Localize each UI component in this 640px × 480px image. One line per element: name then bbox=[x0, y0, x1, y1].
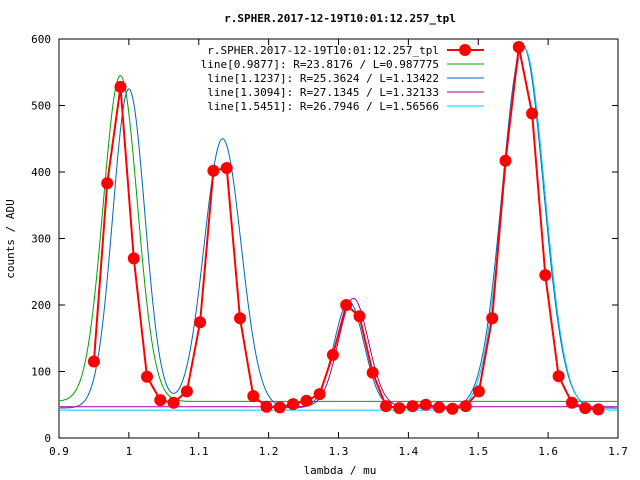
data-point bbox=[247, 390, 260, 403]
legend-entry-3: line[1.3094]: R=27.1345 / L=1.32133 bbox=[207, 86, 484, 99]
data-point bbox=[167, 396, 180, 409]
data-point bbox=[154, 394, 167, 407]
data-point bbox=[87, 355, 100, 368]
data-point bbox=[300, 394, 313, 407]
data-point bbox=[220, 162, 233, 174]
x-tick-label: 1 bbox=[126, 445, 133, 458]
data-point bbox=[406, 400, 419, 413]
legend-entry-1: line[0.9877]: R=23.8176 / L=0.987775 bbox=[201, 58, 484, 71]
data-point bbox=[326, 348, 339, 361]
data-point bbox=[592, 403, 605, 416]
data-point bbox=[313, 388, 326, 401]
y-tick-label: 100 bbox=[31, 366, 51, 379]
legend-label: line[1.5451]: R=26.7946 / L=1.56566 bbox=[207, 100, 439, 113]
data-point bbox=[579, 402, 592, 415]
x-tick-label: 1.3 bbox=[329, 445, 349, 458]
data-point bbox=[127, 252, 140, 265]
data-point bbox=[472, 385, 485, 398]
x-tick-label: 1.2 bbox=[259, 445, 279, 458]
axes-layer: 0.9 1 1.1 1.2 1.3 1.4 1.5 1.6 1.7 0 100 200 300 400 50… bbox=[31, 33, 628, 458]
data-point bbox=[260, 400, 273, 413]
data-point bbox=[114, 80, 127, 93]
data-point bbox=[446, 402, 459, 415]
chart-title: r.SPHER.2017-12-19T10:01:12.257_tpl bbox=[224, 12, 456, 25]
legend-marker bbox=[459, 44, 471, 56]
data-point bbox=[499, 154, 512, 167]
series-3 bbox=[60, 297, 617, 408]
legend-label: line[1.1237]: R=25.3624 / L=1.13422 bbox=[207, 72, 439, 85]
data-point bbox=[512, 41, 525, 53]
legend-entry-0: r.SPHER.2017-12-19T10:01:12.257_tpl bbox=[207, 44, 484, 57]
x-tick-label: 1.5 bbox=[468, 445, 488, 458]
y-tick-label: 500 bbox=[31, 100, 51, 113]
x-tick-label: 1.7 bbox=[608, 445, 628, 458]
legend-entry-4: line[1.5451]: R=26.7946 / L=1.56566 bbox=[207, 100, 484, 113]
data-point bbox=[194, 316, 207, 329]
data-point bbox=[366, 366, 379, 379]
data-point bbox=[353, 310, 366, 323]
data-point bbox=[526, 107, 539, 120]
data-point bbox=[180, 385, 193, 398]
data-point bbox=[273, 401, 286, 414]
x-axis-label: lambda / mu bbox=[304, 464, 377, 477]
data-point bbox=[207, 164, 220, 177]
x-tick-label: 1.1 bbox=[189, 445, 209, 458]
x-tick-label: 1.4 bbox=[398, 445, 418, 458]
data-point bbox=[433, 401, 446, 414]
series-1 bbox=[59, 75, 617, 402]
data-point bbox=[234, 312, 246, 325]
data-point bbox=[419, 398, 432, 411]
data-point bbox=[552, 370, 565, 383]
data-point bbox=[565, 396, 578, 409]
series-3-line bbox=[60, 297, 617, 408]
series-0 bbox=[87, 41, 605, 416]
y-tick-label: 600 bbox=[31, 33, 51, 46]
data-point bbox=[486, 312, 499, 325]
legend-entry-2: line[1.1237]: R=25.3624 / L=1.13422 bbox=[207, 72, 484, 85]
series-1-line bbox=[59, 75, 617, 402]
y-tick-label: 300 bbox=[31, 233, 51, 246]
y-tick-label: 0 bbox=[44, 432, 51, 445]
data-point bbox=[141, 370, 153, 383]
series-layer bbox=[59, 41, 617, 416]
data-point bbox=[539, 269, 552, 282]
y-tick-label: 400 bbox=[31, 166, 51, 179]
data-point bbox=[340, 299, 353, 311]
x-tick-label: 1.6 bbox=[538, 445, 558, 458]
data-point bbox=[287, 398, 300, 411]
data-point bbox=[380, 400, 392, 413]
legend-label: line[1.3094]: R=27.1345 / L=1.32133 bbox=[207, 86, 439, 99]
data-point bbox=[101, 177, 114, 190]
data-point bbox=[459, 400, 472, 413]
legend-label: r.SPHER.2017-12-19T10:01:12.257_tpl bbox=[207, 44, 439, 57]
data-point bbox=[393, 402, 406, 415]
legend: r.SPHER.2017-12-19T10:01:12.257_tplline[… bbox=[201, 44, 484, 113]
x-tick-label: 0.9 bbox=[49, 445, 69, 458]
legend-label: line[0.9877]: R=23.8176 / L=0.987775 bbox=[201, 58, 439, 71]
y-tick-label: 200 bbox=[31, 299, 51, 312]
y-axis-label: counts / ADU bbox=[4, 199, 17, 278]
